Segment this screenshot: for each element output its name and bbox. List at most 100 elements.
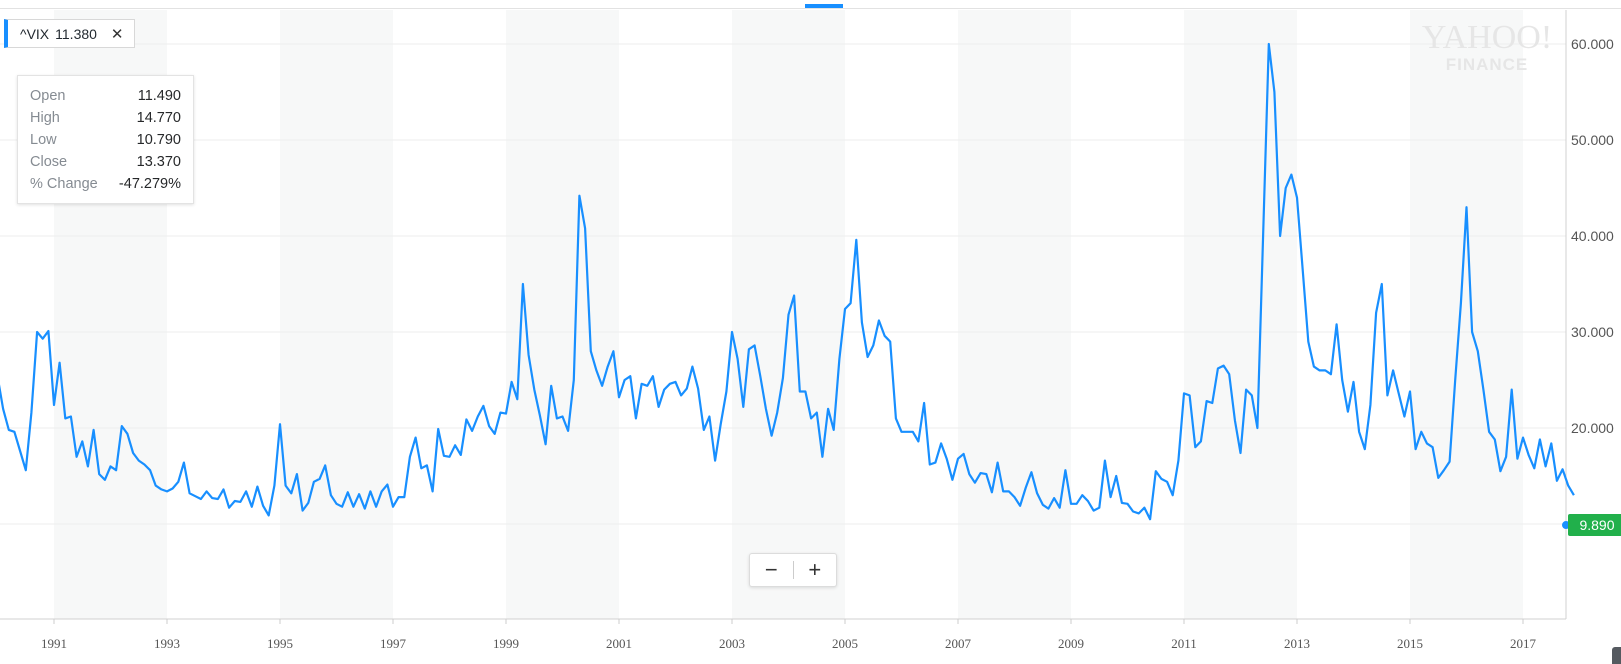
data-point xyxy=(1544,464,1548,468)
vix-series-line xyxy=(0,42,1575,521)
data-point xyxy=(702,428,706,432)
year-band xyxy=(1410,10,1523,619)
data-point xyxy=(1267,42,1271,46)
zoom-in-button[interactable]: + xyxy=(808,557,822,582)
data-point xyxy=(922,401,926,405)
data-point xyxy=(86,464,90,468)
data-point xyxy=(1075,502,1079,506)
data-point xyxy=(1312,365,1316,369)
active-tab-indicator[interactable] xyxy=(805,4,843,8)
data-point xyxy=(911,430,915,434)
y-tick-label: 60.000 xyxy=(1571,36,1614,52)
data-point xyxy=(544,442,548,446)
data-point xyxy=(1154,469,1158,473)
x-tick-label: 1991 xyxy=(41,636,67,651)
data-point xyxy=(397,495,401,499)
data-point xyxy=(284,484,288,488)
data-point xyxy=(120,424,124,428)
data-point xyxy=(244,489,248,493)
data-point xyxy=(1346,410,1350,414)
ohlc-row-low: Low 10.790 xyxy=(30,129,181,151)
ohlc-value: 13.370 xyxy=(136,154,181,170)
ohlc-value: 14.770 xyxy=(136,110,181,126)
data-point xyxy=(431,489,435,493)
data-point xyxy=(1515,457,1519,461)
x-tick-label: 2007 xyxy=(945,636,972,651)
data-point xyxy=(278,422,282,426)
zoom-out-button[interactable]: − xyxy=(764,557,778,582)
data-point xyxy=(1510,388,1514,392)
data-point xyxy=(1318,368,1322,372)
data-point xyxy=(272,484,276,488)
data-point xyxy=(1414,447,1418,451)
data-point xyxy=(75,455,79,459)
data-point xyxy=(1470,330,1474,334)
data-point xyxy=(996,461,1000,465)
data-point xyxy=(148,468,152,472)
data-point xyxy=(368,489,372,493)
data-point xyxy=(385,483,389,487)
data-point xyxy=(1,407,5,411)
data-point xyxy=(391,505,395,509)
data-point xyxy=(679,393,683,397)
data-point xyxy=(775,411,779,415)
data-point xyxy=(538,414,542,418)
watermark-finance: FINANCE xyxy=(1446,55,1529,74)
data-point xyxy=(962,452,966,456)
data-point xyxy=(1566,484,1570,488)
data-point xyxy=(583,226,587,230)
ohlc-row-high: High 14.770 xyxy=(30,107,181,129)
data-point xyxy=(956,457,960,461)
data-point xyxy=(736,357,740,361)
ticker-chip[interactable]: ^VIX 11.380 ✕ xyxy=(4,19,135,48)
data-point xyxy=(1498,469,1502,473)
data-point xyxy=(832,428,836,432)
data-point xyxy=(1465,205,1469,209)
data-point xyxy=(323,463,327,467)
ohlc-value: 10.790 xyxy=(136,132,181,148)
data-point xyxy=(1561,467,1565,471)
data-point xyxy=(210,496,214,500)
data-point xyxy=(12,430,16,434)
data-point xyxy=(1013,495,1017,499)
data-point xyxy=(939,441,943,445)
data-point xyxy=(521,282,525,286)
y-tick-label: 50.000 xyxy=(1571,132,1614,148)
data-point xyxy=(900,430,904,434)
data-point xyxy=(826,407,830,411)
data-point xyxy=(1001,489,1005,493)
data-point xyxy=(577,194,581,198)
close-icon[interactable]: ✕ xyxy=(110,25,124,43)
data-point xyxy=(1374,311,1378,315)
data-point xyxy=(504,412,508,416)
data-point xyxy=(1097,506,1101,510)
data-point xyxy=(979,471,983,475)
data-point xyxy=(1188,393,1192,397)
scroll-handle[interactable] xyxy=(1612,647,1621,664)
data-point xyxy=(611,349,615,353)
data-point xyxy=(973,481,977,485)
data-point xyxy=(1295,196,1299,200)
data-point xyxy=(374,505,378,509)
data-point xyxy=(967,472,971,476)
data-point xyxy=(640,382,644,386)
data-point xyxy=(662,388,666,392)
data-point xyxy=(408,455,412,459)
data-point xyxy=(481,404,485,408)
data-point xyxy=(1210,401,1214,405)
data-point xyxy=(493,432,497,436)
data-point xyxy=(125,432,129,436)
data-point xyxy=(1193,445,1197,449)
data-point xyxy=(945,457,949,461)
data-point xyxy=(1069,502,1073,506)
data-point xyxy=(600,384,604,388)
data-point xyxy=(137,459,141,463)
data-point xyxy=(1459,301,1463,305)
data-point xyxy=(617,395,621,399)
data-point xyxy=(1549,441,1553,445)
data-point xyxy=(566,429,570,433)
data-point xyxy=(176,480,180,484)
data-point xyxy=(165,489,169,493)
data-point xyxy=(1041,503,1045,507)
